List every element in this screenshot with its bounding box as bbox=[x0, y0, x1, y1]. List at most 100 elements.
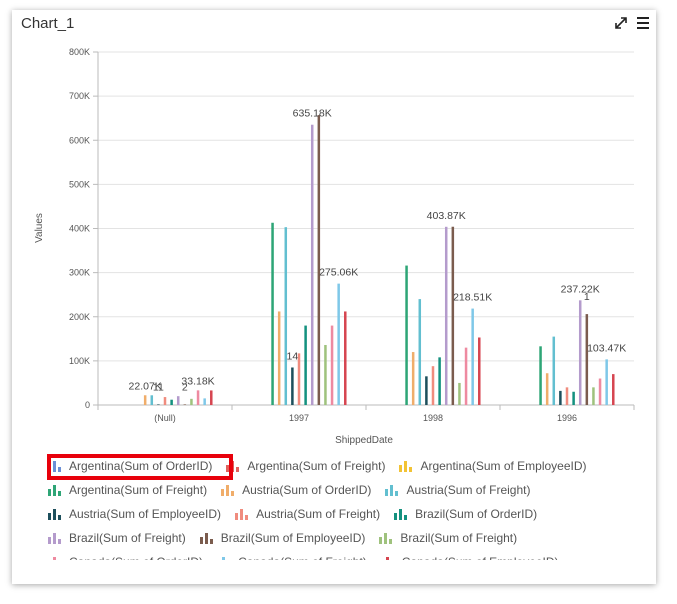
bar-chart-icon bbox=[379, 533, 393, 544]
bar-chart-icon bbox=[394, 509, 408, 520]
y-tick-label: 100K bbox=[69, 356, 90, 366]
bar bbox=[324, 344, 327, 405]
grid-lines bbox=[98, 51, 634, 406]
bar bbox=[277, 311, 281, 405]
bar-chart-icon bbox=[385, 485, 399, 496]
y-tick-label: 800K bbox=[69, 47, 90, 57]
bar bbox=[545, 373, 549, 405]
bar-chart-icon bbox=[48, 485, 61, 496]
bar bbox=[552, 336, 556, 405]
legend-item-label: Argentina(Sum of Freight) bbox=[247, 459, 386, 473]
bar-chart-icon bbox=[226, 461, 240, 472]
bar bbox=[478, 337, 481, 405]
bar bbox=[190, 398, 193, 405]
bar bbox=[337, 283, 340, 405]
x-tick-label: 1998 bbox=[423, 413, 443, 423]
bar bbox=[612, 374, 615, 405]
bar bbox=[196, 390, 200, 405]
bar bbox=[405, 265, 408, 405]
bar-chart-icon bbox=[53, 557, 56, 560]
legend-item[interactable]: Austria(Sum of OrderID) bbox=[221, 480, 371, 500]
bar-chart-icon bbox=[48, 509, 61, 520]
legend-item[interactable]: Argentina(Sum of Freight) bbox=[48, 480, 207, 500]
bar-chart: 0 100K 200K 300K 400K 500K 600K 700K 800K (Null)… bbox=[34, 47, 635, 446]
bar bbox=[157, 404, 160, 405]
legend-row: Argentina(Sum of OrderID) Argentina(Sum o… bbox=[48, 456, 648, 480]
legend-item[interactable]: Brazil(Sum of Freight) bbox=[48, 528, 186, 548]
legend-item[interactable]: Austria(Sum of EmployeeID) bbox=[48, 504, 221, 524]
legend-item[interactable]: Canada(Sum of EmployeeID) bbox=[381, 552, 559, 560]
x-tick-label: (Null) bbox=[154, 413, 176, 423]
legend-item[interactable]: Argentina(Sum of OrderID) bbox=[48, 456, 212, 476]
bar bbox=[418, 299, 422, 405]
legend-item[interactable]: Austria(Sum of Freight) bbox=[385, 480, 530, 500]
bar bbox=[310, 124, 314, 406]
legend-item[interactable]: Canada(Sum of Freight) bbox=[217, 552, 367, 560]
bar bbox=[605, 359, 608, 405]
data-label: 33.18K bbox=[181, 375, 214, 387]
bar bbox=[291, 367, 294, 405]
bar-chart-icon bbox=[221, 485, 235, 496]
y-axis: 0 100K 200K 300K 400K 500K 600K 700K 800K bbox=[69, 47, 99, 410]
bar bbox=[458, 382, 461, 405]
bar-chart-icon bbox=[385, 557, 389, 560]
legend-item-label: Argentina(Sum of OrderID) bbox=[69, 459, 213, 473]
bar bbox=[150, 395, 154, 405]
bar bbox=[578, 300, 582, 405]
legend-item-label: Austria(Sum of Freight) bbox=[406, 483, 531, 497]
bars bbox=[143, 115, 615, 406]
bar bbox=[431, 366, 435, 405]
bar bbox=[572, 391, 575, 405]
bar-chart-icon bbox=[199, 533, 213, 544]
legend-item-label: Brazil(Sum of OrderID) bbox=[415, 507, 538, 521]
legend-item[interactable]: Austria(Sum of Freight) bbox=[235, 504, 380, 524]
legend-item[interactable]: Brazil(Sum of Freight) bbox=[379, 528, 517, 548]
legend-item[interactable]: Argentina(Sum of EmployeeID) bbox=[399, 456, 587, 476]
bar bbox=[297, 353, 301, 405]
bar bbox=[143, 395, 147, 405]
bar bbox=[183, 404, 187, 405]
bar bbox=[464, 347, 468, 405]
bar bbox=[317, 115, 321, 405]
hamburger-menu-icon[interactable] bbox=[634, 14, 652, 32]
bar bbox=[210, 390, 213, 405]
bar bbox=[539, 346, 542, 405]
legend-item-label: Argentina(Sum of Freight) bbox=[69, 483, 208, 497]
legend-item-label: Brazil(Sum of Freight) bbox=[400, 531, 518, 545]
legend-item[interactable]: Brazil(Sum of EmployeeID) bbox=[199, 528, 365, 548]
legend-item-label: Austria(Sum of Freight) bbox=[256, 507, 381, 521]
data-label: 1 bbox=[584, 291, 590, 303]
y-tick-label: 400K bbox=[69, 224, 90, 234]
data-label: 275.06K bbox=[319, 267, 358, 279]
y-tick-label: 300K bbox=[69, 268, 90, 278]
bar bbox=[451, 226, 455, 405]
expand-arrows-icon[interactable] bbox=[612, 14, 630, 32]
legend-item-label: Austria(Sum of EmployeeID) bbox=[69, 507, 222, 521]
bar bbox=[471, 308, 474, 405]
legend-item-label: Austria(Sum of OrderID) bbox=[242, 483, 372, 497]
y-tick-label: 200K bbox=[69, 312, 90, 322]
bar bbox=[304, 325, 307, 405]
data-label: 635.18K bbox=[293, 108, 332, 120]
legend-item[interactable]: Argentina(Sum of Freight) bbox=[226, 456, 385, 476]
bar bbox=[330, 325, 334, 405]
chart-panel: Chart_1 0 100K 200K 300K 400K 500K 600K 700K 800… bbox=[12, 10, 656, 584]
bar bbox=[438, 357, 441, 405]
bar bbox=[585, 314, 589, 405]
bar bbox=[203, 398, 206, 405]
bar bbox=[444, 226, 448, 405]
bar bbox=[565, 387, 569, 405]
y-tick-label: 0 bbox=[85, 400, 90, 410]
bar bbox=[344, 311, 347, 405]
legend-row: Brazil(Sum of Freight) Brazil(Sum of Empl… bbox=[48, 528, 648, 552]
chart-title: Chart_1 bbox=[21, 15, 75, 32]
bar bbox=[411, 352, 415, 405]
legend-item[interactable]: Canada(Sum of OrderID) bbox=[48, 552, 203, 560]
x-axis-title: ShippedDate bbox=[335, 435, 393, 446]
legend-row: Argentina(Sum of Freight) Austria(Sum of … bbox=[48, 480, 648, 504]
bar-chart-icon bbox=[48, 461, 61, 472]
bar bbox=[170, 399, 173, 405]
legend-item[interactable]: Brazil(Sum of OrderID) bbox=[394, 504, 537, 524]
legend-item-label: Argentina(Sum of EmployeeID) bbox=[420, 459, 587, 473]
